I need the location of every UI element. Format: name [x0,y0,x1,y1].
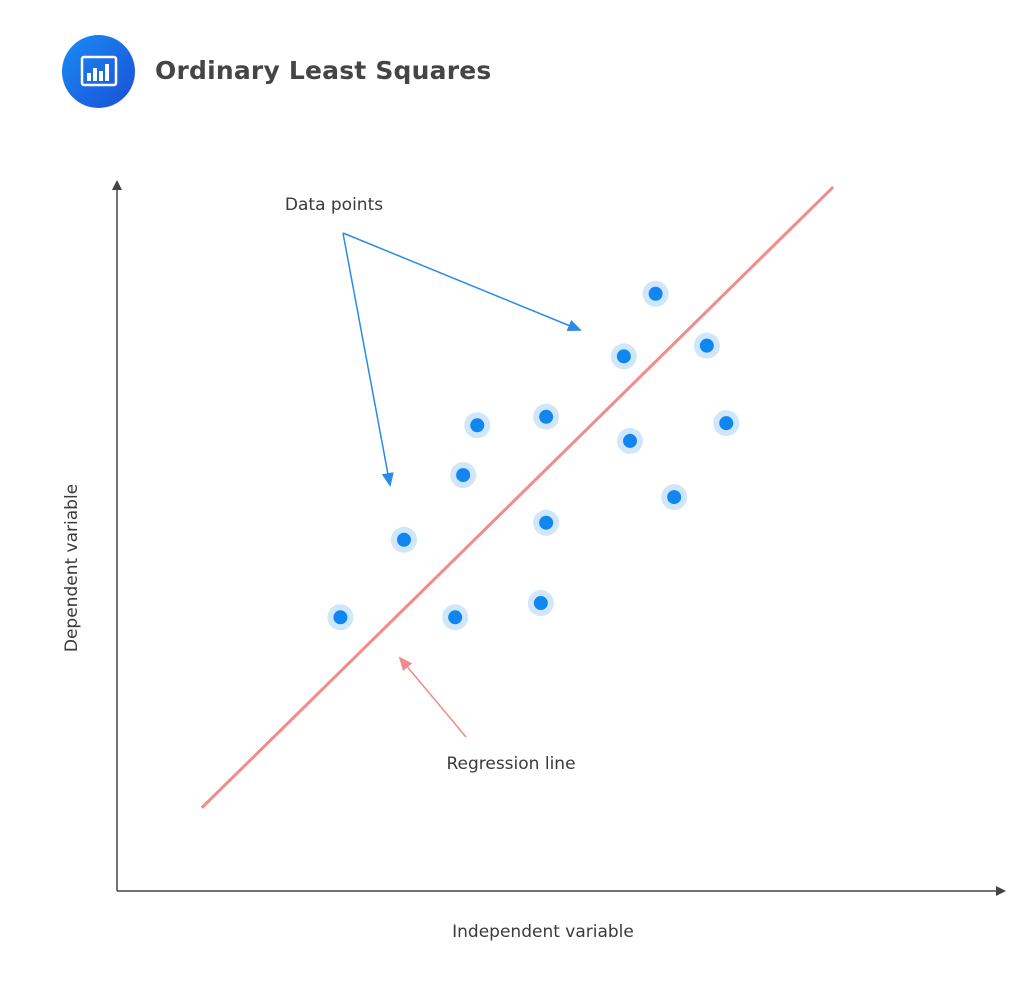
regression-line [200,186,835,809]
data-point-marker [539,409,554,424]
data-point [390,526,417,553]
data-point-marker [448,610,463,625]
data-point-marker [470,418,485,433]
data-point-marker [333,610,348,625]
data-point [693,332,720,359]
data-point-marker [699,338,714,353]
data-points-arrow [342,232,394,487]
regression-line-annotation: Regression line [446,754,575,774]
x-axis-label: Independent variable [452,922,634,942]
data-point [527,590,554,617]
data-point [450,462,477,489]
data-points-arrow [342,232,582,332]
data-point-marker [648,286,663,301]
data-point-marker [719,416,734,431]
data-point [661,484,688,511]
bar-chart-icon [62,35,135,108]
data-point [610,343,637,370]
data-point [642,280,669,307]
page-title: Ordinary Least Squares [155,56,492,85]
data-points-annotation: Data points [285,195,383,215]
data-point-marker [533,596,548,611]
data-point [713,410,740,437]
data-point [617,427,644,454]
data-point [442,604,469,631]
data-point-marker [623,433,638,448]
data-point-marker [396,532,411,547]
data-point [533,403,560,430]
data-point [533,509,560,536]
data-point [327,604,354,631]
y-axis-label: Dependent variable [62,484,82,652]
data-point-marker [539,515,554,530]
data-point-marker [667,490,682,505]
data-point [464,412,491,439]
data-point-marker [616,349,631,364]
regression-line-arrow [398,656,467,738]
data-point-marker [456,468,471,483]
